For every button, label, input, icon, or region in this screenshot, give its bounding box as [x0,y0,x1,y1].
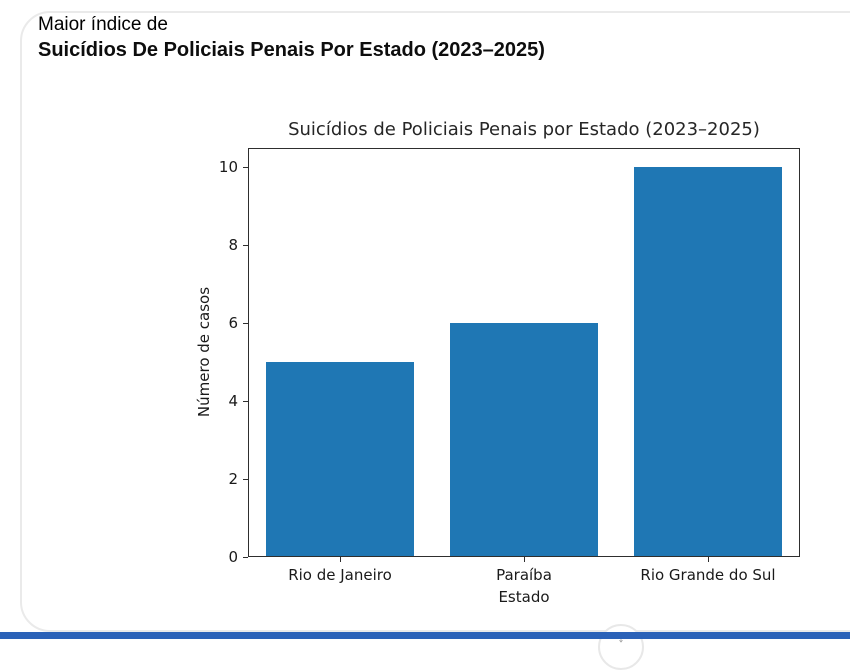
bottom-accent-bar [0,632,850,639]
y-tick-label: 10 [218,158,238,177]
chart-bar [450,323,598,557]
x-tick-mark [523,557,525,562]
plot-area [248,148,800,557]
y-tick-mark [243,556,248,558]
x-tick-mark [707,557,709,562]
x-tick-label: Rio Grande do Sul [640,566,776,584]
chart-bar [266,362,414,557]
y-tick-label: 0 [228,548,238,566]
x-tick-label: Paraíba [496,566,552,584]
y-tick-mark [243,322,248,324]
header: Maior índice de Suicídios De Policiais P… [38,12,545,64]
chart-bar [634,167,782,557]
y-tick-mark [243,400,248,402]
y-tick-mark [243,244,248,246]
y-tick-label: 4 [228,392,238,411]
x-tick-mark [339,557,341,562]
page-title: Suicídios De Policiais Penais Por Estado… [38,39,545,61]
y-tick-label: 6 [228,314,238,333]
y-tick-label: 2 [228,470,238,489]
y-tick-mark [243,478,248,480]
header-eyebrow: Maior índice de [38,14,168,35]
y-tick-mark [243,166,248,168]
bar-chart-figure: Suicídios de Policiais Penais por Estado… [195,119,800,606]
scroll-to-bottom-button[interactable]: ↓ [598,624,644,670]
chart-title: Suicídios de Policiais Penais por Estado… [288,119,760,140]
x-axis-label: Estado [498,588,550,606]
x-tick-label: Rio de Janeiro [288,566,392,584]
y-tick-label: 8 [228,236,238,255]
